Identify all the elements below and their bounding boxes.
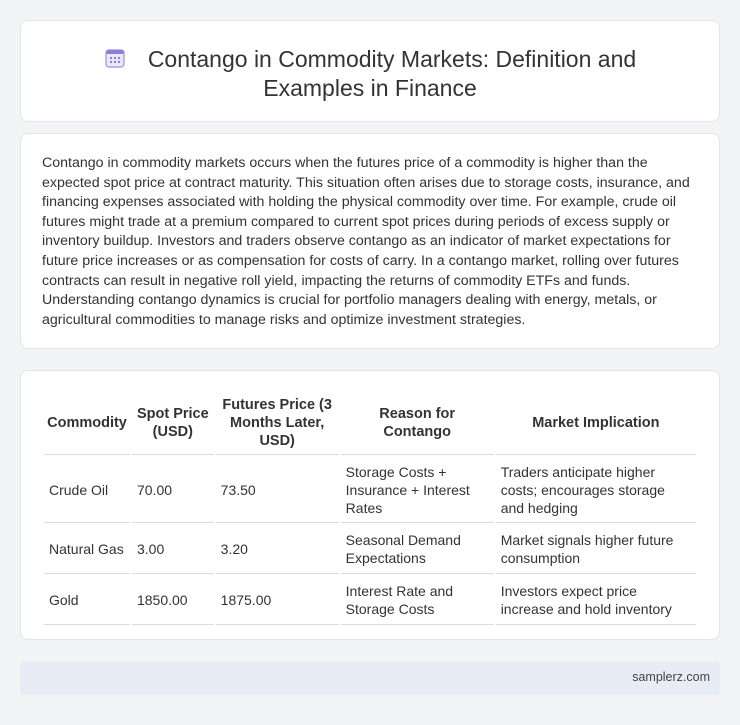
cell-implication: Traders anticipate higher costs; encoura… xyxy=(495,457,696,523)
title-line-2: Examples in Finance xyxy=(263,75,477,101)
cell-reason: Storage Costs + Insurance + Interest Rat… xyxy=(340,457,494,523)
description-text: Contango in commodity markets occurs whe… xyxy=(42,155,690,328)
cell-futures-price: 73.50 xyxy=(215,457,339,523)
footer-site-link[interactable]: samplerz.com xyxy=(632,670,710,684)
header-commodity: Commodity xyxy=(44,391,130,455)
table-header-row: Commodity Spot Price (USD) Futures Price… xyxy=(44,391,696,455)
footer: samplerz.com xyxy=(20,661,720,695)
calendar-grid-icon xyxy=(104,47,126,69)
cell-spot-price: 3.00 xyxy=(131,525,214,574)
table-row: Natural Gas 3.00 3.20 Seasonal Demand Ex… xyxy=(44,525,696,574)
cell-commodity: Natural Gas xyxy=(44,525,130,574)
page-title: Contango in Commodity Markets: Definitio… xyxy=(21,45,719,103)
cell-spot-price: 70.00 xyxy=(131,457,214,523)
table-row: Crude Oil 70.00 73.50 Storage Costs + In… xyxy=(44,457,696,523)
contango-table: Commodity Spot Price (USD) Futures Price… xyxy=(42,389,698,627)
table-row: Gold 1850.00 1875.00 Interest Rate and S… xyxy=(44,576,696,625)
table-card: Commodity Spot Price (USD) Futures Price… xyxy=(20,370,720,640)
cell-commodity: Crude Oil xyxy=(44,457,130,523)
title-card: Contango in Commodity Markets: Definitio… xyxy=(20,20,720,122)
description-card: Contango in commodity markets occurs whe… xyxy=(20,133,720,349)
cell-commodity: Gold xyxy=(44,576,130,625)
header-implication: Market Implication xyxy=(495,391,696,455)
cell-reason: Interest Rate and Storage Costs xyxy=(340,576,494,625)
header-spot-price: Spot Price (USD) xyxy=(131,391,214,455)
title-line-1: Contango in Commodity Markets: Definitio… xyxy=(147,46,637,72)
cell-futures-price: 3.20 xyxy=(215,525,339,574)
cell-implication: Investors expect price increase and hold… xyxy=(495,576,696,625)
cell-futures-price: 1875.00 xyxy=(215,576,339,625)
cell-reason: Seasonal Demand Expectations xyxy=(340,525,494,574)
header-reason: Reason for Contango xyxy=(340,391,494,455)
cell-implication: Market signals higher future consumption xyxy=(495,525,696,574)
cell-spot-price: 1850.00 xyxy=(131,576,214,625)
header-futures-price: Futures Price (3 Months Later, USD) xyxy=(215,391,339,455)
